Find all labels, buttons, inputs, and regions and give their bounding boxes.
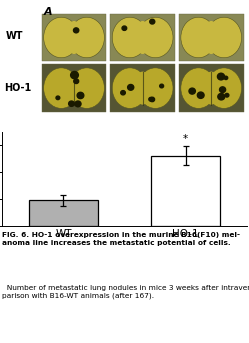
Ellipse shape: [206, 68, 242, 108]
Ellipse shape: [135, 72, 150, 105]
Bar: [29, 200, 98, 226]
Circle shape: [74, 79, 79, 84]
Ellipse shape: [206, 17, 242, 58]
Circle shape: [73, 28, 79, 33]
Ellipse shape: [44, 17, 79, 58]
Bar: [110, 64, 175, 112]
Ellipse shape: [112, 17, 147, 58]
Ellipse shape: [69, 68, 104, 108]
Bar: [42, 14, 106, 61]
Circle shape: [189, 88, 195, 94]
Text: WT: WT: [5, 31, 23, 41]
Ellipse shape: [44, 68, 79, 108]
Circle shape: [77, 92, 84, 98]
Bar: [151, 156, 220, 226]
Ellipse shape: [138, 68, 173, 108]
Circle shape: [149, 97, 153, 101]
Text: FIG. 6. HO-1 overexpression in the murine B16(F10) mel-
anoma line increases the: FIG. 6. HO-1 overexpression in the murin…: [2, 232, 241, 246]
Circle shape: [75, 101, 81, 107]
Circle shape: [224, 76, 228, 80]
Ellipse shape: [66, 72, 82, 105]
Circle shape: [122, 26, 127, 31]
Circle shape: [160, 84, 164, 88]
Circle shape: [218, 93, 225, 100]
Bar: [179, 14, 244, 61]
Ellipse shape: [112, 68, 147, 108]
Circle shape: [217, 73, 225, 80]
Bar: [42, 64, 106, 112]
Text: Number of metastatic lung nodules in mice 3 weeks after intravenous inoculation : Number of metastatic lung nodules in mic…: [2, 285, 249, 299]
Circle shape: [71, 71, 78, 79]
Circle shape: [150, 97, 155, 102]
Bar: [179, 64, 244, 112]
Ellipse shape: [135, 21, 150, 54]
Circle shape: [121, 91, 125, 95]
Circle shape: [69, 101, 74, 106]
Circle shape: [128, 84, 134, 90]
Circle shape: [150, 19, 155, 24]
Ellipse shape: [181, 17, 216, 58]
Ellipse shape: [69, 17, 104, 58]
Ellipse shape: [66, 21, 82, 54]
Ellipse shape: [138, 17, 173, 58]
Circle shape: [220, 87, 226, 93]
Circle shape: [197, 92, 204, 98]
Bar: [110, 14, 175, 61]
Ellipse shape: [203, 21, 219, 54]
Text: *: *: [183, 134, 188, 144]
Text: A: A: [44, 7, 52, 17]
Text: HO-1: HO-1: [4, 83, 32, 93]
Ellipse shape: [203, 72, 219, 105]
Ellipse shape: [181, 68, 216, 108]
Circle shape: [56, 96, 60, 99]
Circle shape: [225, 93, 229, 97]
